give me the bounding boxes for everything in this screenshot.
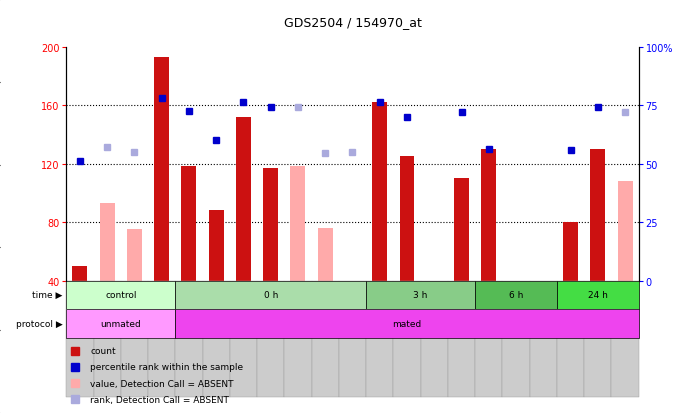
Bar: [454, 179, 469, 281]
Text: GSM112935: GSM112935: [104, 285, 110, 328]
Bar: [66, 309, 175, 338]
Bar: [236, 117, 251, 281]
Bar: [311, 281, 339, 397]
Text: rank, Detection Call = ABSENT: rank, Detection Call = ABSENT: [90, 395, 229, 404]
Bar: [181, 167, 196, 281]
Bar: [175, 309, 639, 338]
Bar: [366, 281, 394, 397]
Text: protocol ▶: protocol ▶: [16, 319, 63, 328]
Text: GSM112965: GSM112965: [459, 285, 464, 328]
Bar: [584, 281, 611, 397]
Bar: [503, 281, 530, 397]
Bar: [175, 281, 202, 397]
Bar: [448, 281, 475, 397]
Bar: [73, 266, 87, 281]
Text: GSM112968: GSM112968: [513, 285, 519, 328]
Text: GSM112931: GSM112931: [77, 285, 83, 328]
Text: GSM112950: GSM112950: [322, 285, 328, 328]
Bar: [175, 281, 366, 309]
Text: count: count: [90, 347, 116, 355]
Bar: [482, 150, 496, 281]
Text: mated: mated: [392, 319, 422, 328]
Bar: [257, 281, 284, 397]
Text: GSM112964: GSM112964: [431, 285, 437, 328]
Bar: [66, 281, 175, 309]
Text: control: control: [105, 291, 137, 299]
Text: GSM112942: GSM112942: [131, 285, 138, 328]
Text: GSM112962: GSM112962: [377, 285, 383, 328]
Text: GSM112946: GSM112946: [213, 285, 219, 328]
Text: 24 h: 24 h: [588, 291, 608, 299]
Bar: [618, 182, 632, 281]
Text: time ▶: time ▶: [32, 291, 63, 299]
Text: 3 h: 3 h: [413, 291, 428, 299]
Bar: [318, 228, 333, 281]
Text: 6 h: 6 h: [509, 291, 524, 299]
Text: GSM112949: GSM112949: [295, 285, 301, 328]
Bar: [263, 169, 279, 281]
Text: GSM112943: GSM112943: [158, 285, 165, 328]
Bar: [100, 204, 114, 281]
Bar: [475, 281, 503, 397]
Text: GSM113345: GSM113345: [622, 285, 628, 328]
Text: GSM112945: GSM112945: [186, 285, 192, 328]
Text: 0 h: 0 h: [264, 291, 278, 299]
Bar: [209, 211, 223, 281]
Text: GSM112972: GSM112972: [595, 285, 601, 328]
Bar: [563, 223, 578, 281]
Bar: [557, 281, 639, 309]
Text: GSM112967: GSM112967: [486, 285, 492, 328]
Bar: [66, 281, 94, 397]
Bar: [591, 150, 605, 281]
Bar: [290, 167, 306, 281]
Text: GSM112971: GSM112971: [567, 285, 574, 328]
Bar: [611, 281, 639, 397]
Bar: [394, 281, 421, 397]
Text: GSM112952: GSM112952: [350, 285, 355, 328]
Text: percentile rank within the sample: percentile rank within the sample: [90, 363, 244, 372]
Bar: [399, 157, 415, 281]
Bar: [366, 281, 475, 309]
Bar: [148, 281, 175, 397]
Text: GSM112963: GSM112963: [404, 285, 410, 328]
Bar: [127, 230, 142, 281]
Text: unmated: unmated: [101, 319, 141, 328]
Text: GSM112948: GSM112948: [268, 285, 274, 328]
Bar: [202, 281, 230, 397]
Bar: [230, 281, 257, 397]
Bar: [557, 281, 584, 397]
Text: GSM112970: GSM112970: [540, 285, 547, 328]
Text: GSM112947: GSM112947: [241, 285, 246, 328]
Text: GDS2504 / 154970_at: GDS2504 / 154970_at: [283, 16, 422, 29]
Bar: [475, 281, 557, 309]
Bar: [421, 281, 448, 397]
Bar: [530, 281, 557, 397]
Bar: [339, 281, 366, 397]
Bar: [154, 58, 169, 281]
Bar: [94, 281, 121, 397]
Bar: [121, 281, 148, 397]
Text: value, Detection Call = ABSENT: value, Detection Call = ABSENT: [90, 379, 234, 388]
Bar: [284, 281, 311, 397]
Bar: [372, 103, 387, 281]
